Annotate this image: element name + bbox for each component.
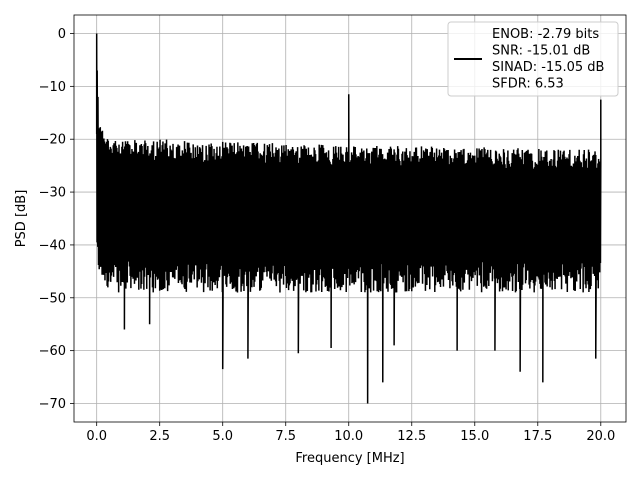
x-tick-label: 15.0 [460, 429, 489, 444]
legend-entry-sfdr: SFDR: 6.53 [492, 77, 564, 92]
x-tick-label: 12.5 [397, 429, 426, 444]
x-tick-label: 20.0 [586, 429, 615, 444]
x-tick-label: 7.5 [275, 429, 296, 444]
axis-ticks: 0.0 2.5 5.0 7.5 10.0 12.5 15.0 17.5 20.0 0 −10 −20 −… [39, 27, 616, 444]
legend-box [447, 21, 619, 97]
y-axis-label: PSD [dB] [14, 190, 29, 248]
x-tick-label: 2.5 [149, 429, 170, 444]
psd-series-line [95, 33, 602, 404]
y-tick-label: −20 [39, 133, 66, 148]
x-tick-label: 10.0 [334, 429, 363, 444]
x-tick-label: 0.0 [86, 429, 107, 444]
y-tick-label: 0 [58, 27, 66, 42]
x-tick-label: 5.0 [212, 429, 233, 444]
axes-frame [73, 14, 627, 423]
y-tick-label: −70 [39, 397, 66, 412]
legend-entry-enob: ENOB: -2.79 bits [492, 27, 599, 42]
y-tick-label: −40 [39, 238, 66, 253]
legend-entry-sinad: SINAD: -15.05 dB [492, 60, 604, 75]
y-tick-label: −10 [39, 80, 66, 95]
x-axis-label: Frequency [MHz] [295, 451, 404, 466]
y-tick-label: −50 [39, 291, 66, 306]
plot-area [95, 33, 602, 404]
x-tick-label: 17.5 [523, 429, 552, 444]
y-tick-label: −60 [39, 344, 66, 359]
legend-entry-snr: SNR: -15.01 dB [492, 44, 590, 59]
y-tick-label: −30 [39, 186, 66, 201]
legend: ENOB: -2.79 bits SNR: -15.01 dB SINAD: -… [447, 21, 619, 97]
